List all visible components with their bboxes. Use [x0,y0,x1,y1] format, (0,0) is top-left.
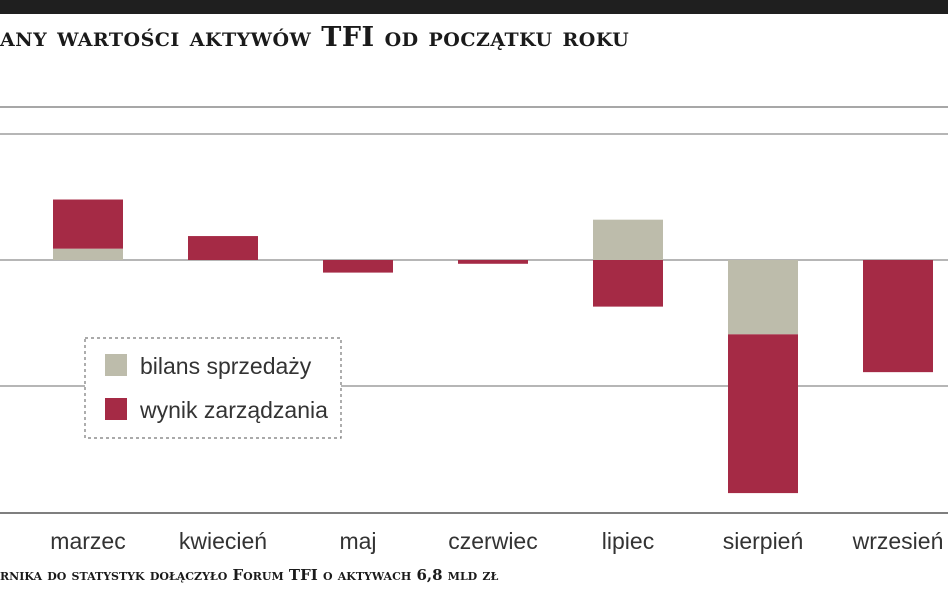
x-tick-label-6: wrzesień [852,528,944,554]
x-tick-label-2: maj [339,528,376,554]
bar-wynik-3 [458,260,528,264]
footnote: rnika do statystyk dołączyło Forum TFI o… [0,566,499,584]
bar-wynik-1 [188,236,258,260]
x-axis-labels: marzec kwiecień maj czerwiec lipiec sierpień w… [50,528,943,554]
x-tick-label-5: sierpień [723,528,804,554]
legend-label-wynik: wynik zarządzania [139,397,328,423]
x-tick-label-1: kwiecień [179,528,267,554]
legend-swatch-bilans [105,354,127,376]
bar-wynik-2 [323,260,393,273]
legend-label-bilans: bilans sprzedaży [140,353,312,379]
x-tick-label-3: czerwiec [448,528,537,554]
bar-wynik-6 [863,260,933,373]
legend-swatch-wynik [105,398,127,420]
x-tick-label-4: lipiec [602,528,654,554]
bar-bilans-4 [593,219,663,260]
chart-title: any wartości aktywów TFI od początku rok… [0,22,630,53]
bars-layer [53,199,933,494]
legend-box [84,337,342,439]
bar-wynik-5 [728,334,798,494]
bar-wynik-4 [593,260,663,307]
legend: bilans sprzedaży wynik zarządzania [84,337,342,439]
bar-wynik-0 [53,199,123,249]
bar-bilans-5 [728,260,798,335]
x-tick-label-0: marzec [50,528,125,554]
top-bar [0,0,948,14]
bar-bilans-0 [53,248,123,260]
